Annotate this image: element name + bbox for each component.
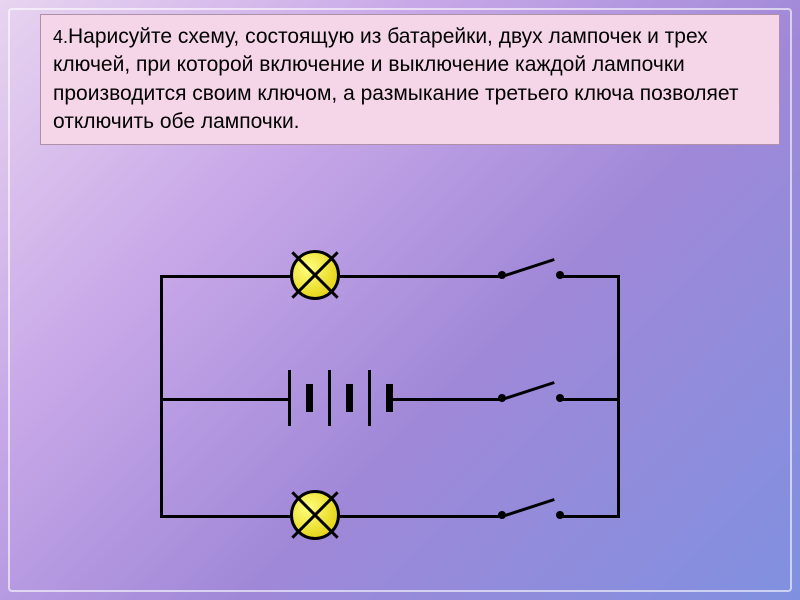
question-text: 4.Нарисуйте схему, состоящую из батарейк… xyxy=(53,23,767,136)
switch-contact xyxy=(556,511,564,519)
wire-bot-mid xyxy=(340,515,502,518)
lamp-icon xyxy=(290,250,340,300)
wire-bot-left xyxy=(160,515,290,518)
switch-arm xyxy=(502,381,555,401)
circuit-diagram xyxy=(120,240,700,560)
question-body: Нарисуйте схему, состоящую из батарейки,… xyxy=(53,25,739,133)
lamp-icon xyxy=(290,490,340,540)
wire-top-mid xyxy=(340,275,502,278)
switch-contact xyxy=(556,394,564,402)
question-number: 4. xyxy=(53,27,68,47)
slide-border: 4.Нарисуйте схему, состоящую из батарейк… xyxy=(8,8,792,592)
wire-bot-right xyxy=(560,515,620,518)
wire-top-right xyxy=(560,275,620,278)
wire-left-bus xyxy=(160,275,163,518)
switch-contact xyxy=(556,271,564,279)
wire-top-left xyxy=(160,275,290,278)
wire-right-bot xyxy=(617,398,620,518)
wire-mid-left xyxy=(160,398,288,401)
switch-arm xyxy=(502,498,555,518)
wire-mid-right1 xyxy=(390,398,502,401)
wire-right-top xyxy=(617,275,620,401)
question-box: 4.Нарисуйте схему, состоящую из батарейк… xyxy=(40,14,780,145)
switch-arm xyxy=(502,258,555,278)
wire-mid-right2 xyxy=(560,398,620,401)
